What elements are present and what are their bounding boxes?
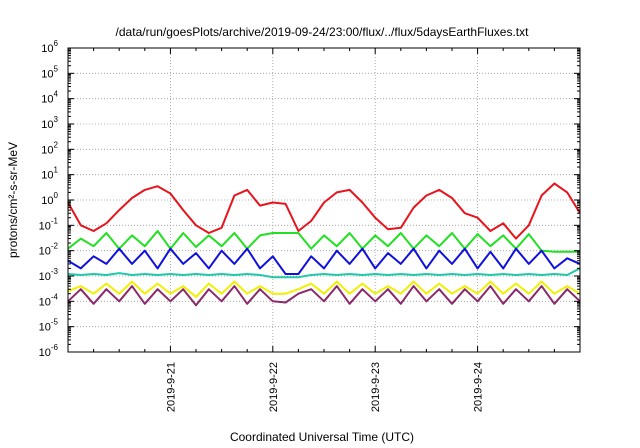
series-line-6: [67, 285, 581, 307]
series-line-1: [67, 182, 581, 240]
y-tick-label: 106: [41, 39, 58, 55]
y-tick-label: 101: [41, 166, 58, 182]
x-tick-label: 2019-9-24: [473, 362, 485, 412]
y-tick-label: 10-5: [39, 318, 59, 334]
y-tick-label: 104: [41, 90, 58, 106]
y-tick-label: 10-3: [39, 267, 59, 283]
x-tick-label: 2019-9-23: [370, 362, 382, 412]
y-tick-label: 10-2: [39, 242, 59, 258]
y-tick-label: 103: [41, 115, 58, 131]
series-line-5: [67, 280, 581, 298]
y-axis-label: protons/cm²-s-sr-MeV: [6, 142, 20, 258]
y-tick-label: 10-6: [39, 343, 59, 359]
y-tick-label: 10-1: [39, 216, 59, 232]
series-line-2: [67, 230, 580, 253]
y-tick-labels: 10-6 10-5 10-4 10-3 10-2 10-1 100 101 102 103 104 1…: [39, 39, 59, 359]
grid-lines: [68, 48, 580, 352]
series-line-3: [67, 247, 581, 275]
x-axis-label: Coordinated Universal Time (UTC): [230, 430, 414, 444]
series-lines: [67, 182, 581, 307]
y-tick-label: 102: [41, 140, 58, 156]
axis-ticks: [68, 47, 580, 353]
x-tick-label: 2019-9-22: [268, 362, 280, 412]
x-tick-labels: 2019-9-21 2019-9-22 2019-9-23 2019-9-24: [165, 362, 484, 412]
x-tick-label: 2019-9-21: [165, 362, 177, 412]
chart-title: /data/run/goesPlots/archive/2019-09-24/2…: [116, 25, 530, 39]
y-tick-label: 100: [41, 191, 58, 207]
y-tick-label: 10-4: [39, 292, 59, 308]
y-tick-label: 105: [41, 64, 58, 80]
series-line-4: [67, 267, 581, 279]
